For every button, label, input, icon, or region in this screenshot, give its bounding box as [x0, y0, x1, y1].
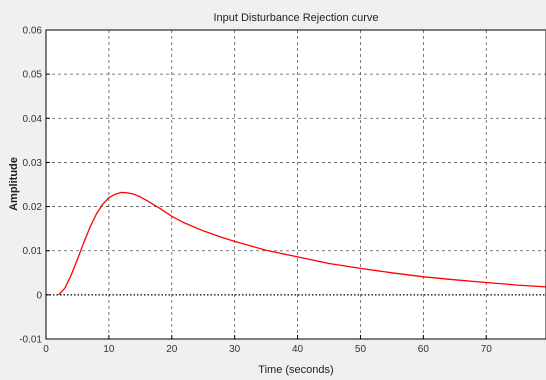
data-series: [58, 191, 546, 296]
y-tick-label: -0.01: [19, 335, 42, 346]
plot-frame: [45, 29, 546, 340]
y-tick-label: 0.06: [23, 26, 43, 37]
x-tick-label: 10: [103, 344, 115, 355]
x-tick-label: 30: [229, 344, 241, 355]
x-tick-label: 60: [418, 344, 430, 355]
y-tick-label: 0.04: [23, 114, 43, 125]
chart-title: Input Disturbance Rejection curve: [213, 12, 378, 24]
y-tick-label: 0: [36, 290, 42, 301]
y-tick-label: 0.01: [23, 246, 43, 257]
grid-lines: [46, 30, 546, 339]
x-tick-label: 40: [292, 344, 304, 355]
y-tick-label: 0.05: [23, 70, 43, 81]
axis-ticks: 0 10 20 30 40 50 60 70-0.0100.010.020.030.040.0…: [19, 26, 492, 356]
y-axis-label: Amplitude: [8, 157, 20, 211]
y-tick-label: 0.02: [23, 202, 43, 213]
x-tick-label: 70: [481, 344, 493, 355]
plot-area: [46, 30, 546, 339]
x-tick-label: 20: [166, 344, 178, 355]
x-axis-label: Time (seconds): [258, 364, 333, 376]
x-tick-label: 50: [355, 344, 367, 355]
x-tick-label: 0: [43, 344, 49, 355]
y-tick-label: 0.03: [23, 158, 43, 169]
series-line: [58, 191, 546, 296]
